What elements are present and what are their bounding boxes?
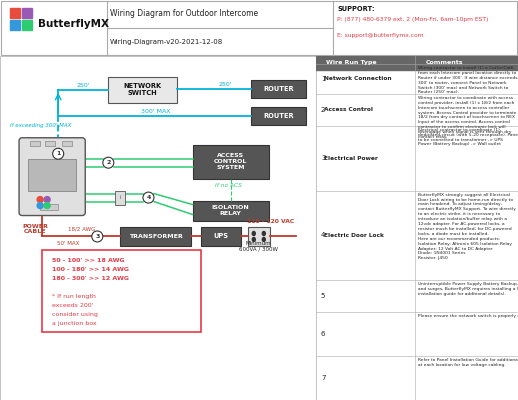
Circle shape [53, 148, 64, 159]
Bar [45, 141, 55, 146]
Bar [22, 20, 32, 30]
Text: ROUTER: ROUTER [263, 113, 294, 119]
Bar [22, 8, 32, 18]
Bar [200, 226, 241, 246]
Text: Comments: Comments [425, 60, 463, 66]
Text: Wiring contractor to coordinate with access
control provider, install (1) x 18/2: Wiring contractor to coordinate with acc… [419, 96, 517, 139]
Text: UPS: UPS [213, 234, 228, 240]
Text: Wiring contractor to install (1) a Cat5e/Cat6
from each Intercom panel location : Wiring contractor to install (1) a Cat5e… [419, 66, 518, 94]
Text: 250': 250' [219, 82, 233, 88]
Text: TRANSFORMER: TRANSFORMER [128, 234, 182, 239]
Text: 18/2 AWG: 18/2 AWG [68, 226, 96, 232]
Circle shape [143, 192, 154, 203]
Text: 2: 2 [106, 160, 110, 165]
Ellipse shape [262, 238, 265, 242]
Text: i: i [120, 195, 121, 200]
Text: 1: 1 [321, 76, 325, 82]
Text: Electrical contractor to coordinate (1)
dedicated circuit (with 5-20 receptacle): Electrical contractor to coordinate (1) … [419, 128, 518, 146]
Circle shape [44, 196, 50, 202]
Text: Access Control: Access Control [324, 107, 373, 112]
Text: Wiring Diagram for Outdoor Intercome: Wiring Diagram for Outdoor Intercome [110, 10, 258, 18]
Text: 4: 4 [321, 232, 325, 238]
Text: 5: 5 [321, 293, 325, 299]
Text: E: support@butterflymx.com: E: support@butterflymx.com [337, 32, 424, 38]
Text: 2: 2 [321, 107, 325, 113]
Text: 50 - 100' >> 18 AWG: 50 - 100' >> 18 AWG [52, 258, 125, 263]
Bar [193, 200, 269, 220]
Text: Wire Run Type: Wire Run Type [326, 60, 377, 66]
Bar [251, 107, 306, 125]
Text: a junction box: a junction box [52, 321, 97, 326]
Text: Electrical Power: Electrical Power [324, 156, 378, 161]
Circle shape [37, 196, 43, 202]
Bar [316, 56, 518, 70]
Text: 3: 3 [95, 234, 99, 239]
Text: SUPPORT:: SUPPORT: [337, 6, 375, 12]
Text: ROUTER: ROUTER [263, 86, 294, 92]
Bar [116, 191, 125, 204]
Text: If no ACS: If no ACS [214, 183, 242, 188]
Bar [28, 159, 76, 191]
Text: * If run length: * If run length [52, 294, 96, 299]
Text: 250': 250' [77, 84, 90, 88]
Text: 300' MAX: 300' MAX [141, 109, 170, 114]
Text: Refer to Panel Installation Guide for additional details. Leave 6" service loop
: Refer to Panel Installation Guide for ad… [419, 358, 518, 367]
Text: 180 - 300' >> 12 AWG: 180 - 300' >> 12 AWG [52, 276, 129, 281]
Circle shape [44, 202, 50, 208]
Text: NETWORK
SWITCH: NETWORK SWITCH [123, 84, 162, 96]
Bar [42, 250, 200, 332]
Ellipse shape [262, 232, 265, 236]
Bar [10, 20, 20, 30]
Text: consider using: consider using [52, 312, 98, 317]
Text: 50' MAX: 50' MAX [57, 242, 79, 246]
Text: 7: 7 [321, 375, 325, 381]
Bar [251, 80, 306, 98]
Text: 1: 1 [56, 151, 61, 156]
Text: ButterflyMX strongly suggest all Electrical
Door Lock wiring to be home-run dire: ButterflyMX strongly suggest all Electri… [419, 193, 516, 260]
Text: Network Connection: Network Connection [324, 76, 392, 82]
Bar [120, 226, 191, 246]
Bar [40, 204, 58, 210]
Text: P: (877) 480-6379 ext. 2 (Mon-Fri, 6am-10pm EST): P: (877) 480-6379 ext. 2 (Mon-Fri, 6am-1… [337, 16, 488, 22]
Bar [62, 141, 72, 146]
Circle shape [103, 157, 114, 168]
Text: CAT 6: CAT 6 [64, 145, 82, 150]
Text: If exceeding 300' MAX: If exceeding 300' MAX [10, 123, 71, 128]
Text: Uninterruptible Power Supply Battery Backup. To prevent voltage drops
and surges: Uninterruptible Power Supply Battery Bac… [419, 282, 518, 296]
Text: POWER
CABLE: POWER CABLE [22, 224, 48, 234]
Text: Minimum
600VA / 300W: Minimum 600VA / 300W [239, 241, 278, 252]
Text: 4: 4 [146, 195, 151, 200]
Bar [193, 145, 269, 179]
Circle shape [37, 202, 43, 208]
Text: exceeds 200': exceeds 200' [52, 303, 94, 308]
Circle shape [92, 231, 103, 242]
Text: 3: 3 [321, 155, 325, 161]
Bar [30, 141, 40, 146]
Text: ISOLATION
RELAY: ISOLATION RELAY [212, 205, 250, 216]
Ellipse shape [252, 238, 255, 242]
Text: ButterflyMX: ButterflyMX [38, 19, 109, 29]
Text: 110 - 120 VAC: 110 - 120 VAC [247, 218, 294, 224]
Text: 100 - 180' >> 14 AWG: 100 - 180' >> 14 AWG [52, 267, 129, 272]
Text: Please ensure the network switch is properly grounded.: Please ensure the network switch is prop… [419, 314, 518, 318]
Text: Wiring-Diagram-v20-2021-12-08: Wiring-Diagram-v20-2021-12-08 [110, 39, 223, 45]
Text: Electric Door Lock: Electric Door Lock [324, 233, 384, 238]
Bar [248, 226, 270, 246]
Bar [10, 8, 20, 18]
FancyBboxPatch shape [19, 138, 85, 216]
Ellipse shape [252, 232, 255, 236]
Text: ACCESS
CONTROL
SYSTEM: ACCESS CONTROL SYSTEM [214, 153, 248, 170]
Text: 6: 6 [321, 331, 325, 337]
Bar [108, 77, 177, 103]
